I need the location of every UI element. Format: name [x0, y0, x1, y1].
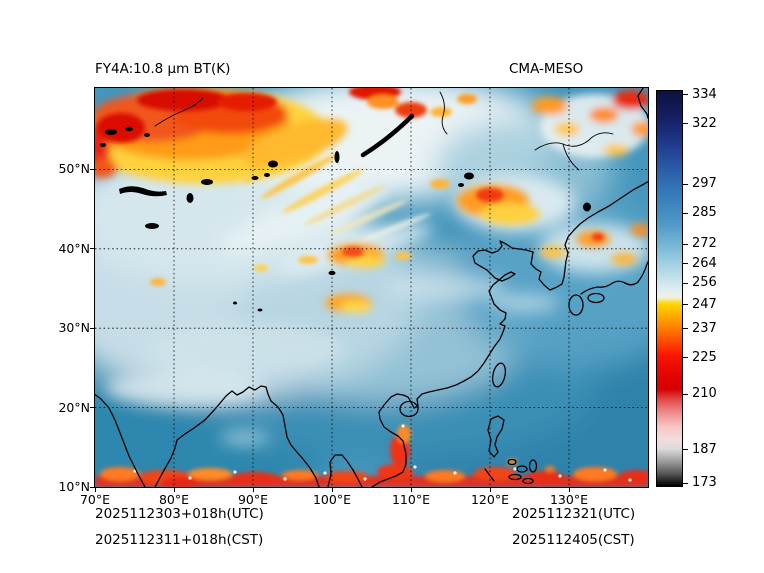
colorbar-tick-label: 272 [692, 236, 717, 252]
init-time-utc: 2025112303+018h(UTC) [95, 506, 264, 522]
colorbar-tick-mark [683, 183, 688, 185]
lon-tick-mark [410, 488, 412, 492]
colorbar-tick-mark [683, 304, 688, 306]
colorbar-tick-mark [683, 357, 688, 359]
colorbar-tick-label: 285 [692, 205, 717, 221]
satellite-bt-image [95, 88, 648, 487]
lat-tick-label: 30°N [58, 320, 90, 336]
colorbar-tick-label: 297 [692, 176, 717, 192]
convective-specks [133, 424, 632, 482]
colorbar-tick-mark [683, 393, 688, 395]
colorbar-tick-mark [683, 243, 688, 245]
lake-baikal [360, 113, 415, 158]
cold-cloud-cores [97, 88, 604, 286]
lon-tick-mark [173, 488, 175, 492]
lat-tick-label: 50°N [58, 161, 90, 177]
itcz-convection-band [95, 425, 648, 487]
lat-tick-label: 40°N [58, 240, 90, 256]
colorbar-tick-label: 322 [692, 115, 717, 131]
lon-tick-mark [568, 488, 570, 492]
lon-tick-mark [331, 488, 333, 492]
valid-time-utc: 2025112321(UTC) [512, 506, 636, 522]
init-time-cst: 2025112311+018h(CST) [95, 532, 264, 548]
model-label: CMA-MESO [509, 61, 584, 77]
colorbar-tick-mark [683, 212, 688, 214]
lon-tick-mark [489, 488, 491, 492]
lon-tick-label: 90°E [237, 492, 269, 507]
colorbar [656, 90, 683, 487]
lat-tick-mark [90, 327, 94, 329]
colorbar-tick-label: 225 [692, 349, 717, 365]
colorbar-tick-mark [683, 482, 688, 484]
colorbar-tick-label: 237 [692, 320, 717, 336]
colorbar-tick-label: 173 [692, 475, 717, 491]
rivers [154, 91, 614, 171]
lon-tick-label: 80°E [158, 492, 190, 507]
lat-tick-mark [90, 168, 94, 170]
plot-title: FY4A:10.8 μm BT(K) [95, 61, 231, 77]
colorbar-tick-label: 247 [692, 296, 717, 312]
lon-tick-label: 70°E [79, 492, 111, 507]
colorbar-tick-mark [683, 263, 688, 265]
colorbar-tick-label: 187 [692, 441, 717, 457]
lon-tick-mark [252, 488, 254, 492]
lakes [100, 126, 591, 312]
lon-tick-label: 120°E [470, 492, 509, 507]
colorbar-tick-mark [683, 123, 688, 125]
lat-tick-label: 20°N [58, 399, 90, 415]
lat-tick-label: 10°N [58, 479, 90, 494]
cold-cloud-masses [95, 88, 648, 313]
lon-tick-label: 100°E [312, 492, 351, 507]
colorbar-tick-label: 264 [692, 255, 717, 271]
lat-tick-mark [90, 407, 94, 409]
colorbar-tick-mark [683, 94, 688, 96]
lon-tick-mark [94, 488, 96, 492]
colorbar-tick-label: 210 [692, 386, 717, 402]
colorbar-tick-mark [683, 449, 688, 451]
valid-time-cst: 2025112405(CST) [512, 532, 635, 548]
colorbar-tick-label: 256 [692, 275, 717, 291]
colorbar-tick-mark [683, 282, 688, 284]
map-panel [94, 87, 649, 488]
lat-tick-mark [90, 248, 94, 250]
lon-tick-label: 130°E [549, 492, 588, 507]
coastlines [95, 88, 648, 487]
lat-tick-mark [90, 486, 94, 488]
graticule [95, 88, 648, 487]
lon-tick-label: 110°E [391, 492, 430, 507]
colorbar-tick-label: 334 [692, 86, 717, 102]
colorbar-tick-mark [683, 328, 688, 330]
